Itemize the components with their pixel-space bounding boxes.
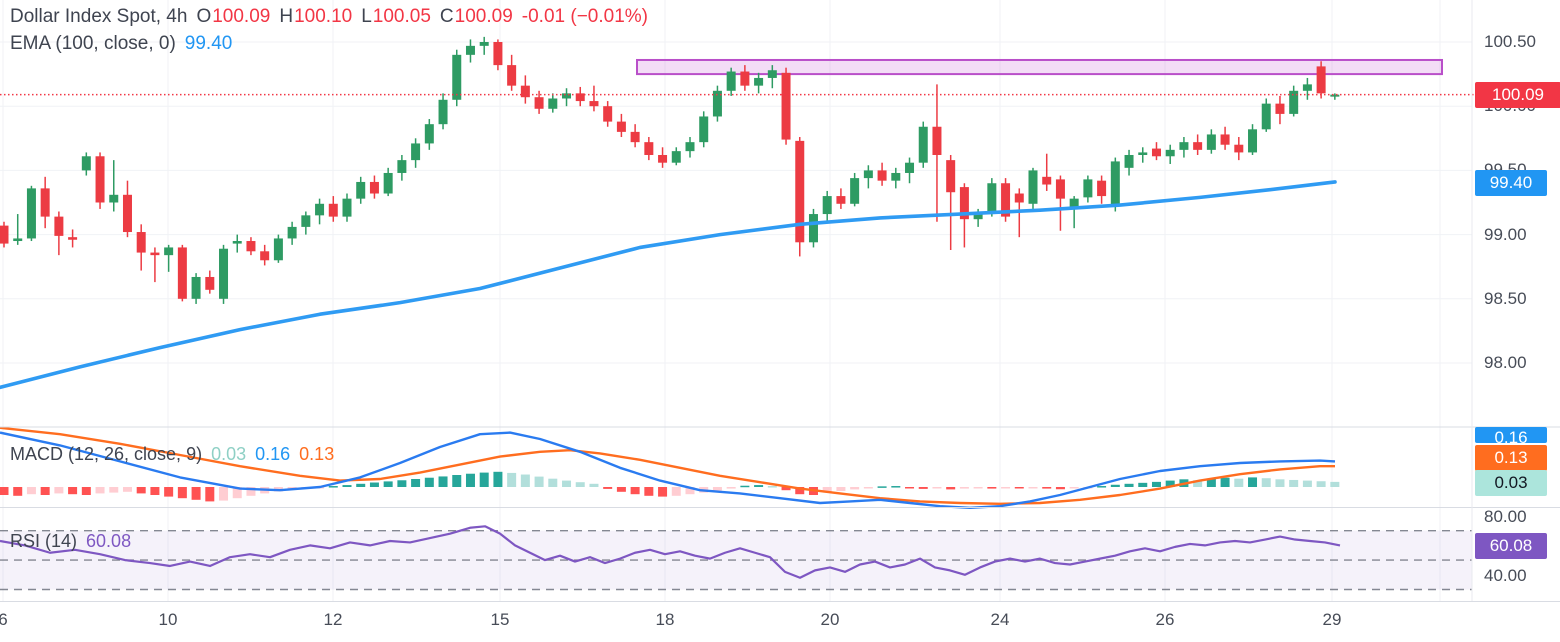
macd-signal-badge: 0.13 [1475,445,1547,471]
macd-hist-badge: 0.03 [1475,470,1547,496]
macd-line-badge: 0.16 [1475,427,1547,443]
rsi-value-badge: 60.08 [1475,533,1547,560]
change-value: -0.01 (−0.01%) [521,6,648,27]
price-tick-label: 99.00 [1484,224,1527,244]
ema-value: 99.40 [184,33,233,54]
macd-line-value: 0.16 [255,444,291,464]
time-tick-label: 18 [655,610,675,629]
time-tick-label: 12 [323,610,343,629]
price-tick-label: 98.50 [1484,288,1527,308]
time-tick-label: 24 [990,610,1010,629]
rsi-indicator-label[interactable]: RSI (14) [10,531,78,551]
macd-signal-value: 0.13 [299,444,335,464]
rsi-lower-tick-label: 40.00 [1484,565,1527,585]
rsi-value: 60.08 [86,531,132,551]
rsi-upper-tick-label: 80.00 [1484,507,1527,526]
time-tick-label: 6 [0,610,8,629]
ohlc-low: L 100.05 [361,6,431,27]
time-tick-label: 29 [1322,610,1342,629]
macd-hist-value: 0.03 [211,444,247,464]
price-tick-label: 98.00 [1484,353,1527,372]
time-tick-label: 20 [820,610,840,629]
macd-indicator-label[interactable]: MACD (12, 26, close, 9) [10,444,203,464]
ohlc-high: H 100.10 [279,6,353,27]
time-tick-label: 10 [158,610,178,629]
ema-value-badge: 99.40 [1475,170,1547,197]
ema-indicator-label[interactable]: EMA (100, close, 0) [10,33,176,54]
time-tick-label: 15 [490,610,510,629]
symbol-title[interactable]: Dollar Index Spot, 4h [10,6,188,27]
macd-pane-legend: MACD (12, 26, close, 9) 0.03 0.16 0.13 [10,444,334,465]
ohlc-close: C 100.09 [439,6,513,27]
ohlc-open: O 100.09 [196,6,271,27]
price-tick-label: 100.50 [1484,32,1536,51]
rsi-pane-legend: RSI (14) 60.08 [10,531,131,552]
time-tick-label: 26 [1155,610,1175,629]
last-price-badge: 100.09 [1475,81,1560,108]
